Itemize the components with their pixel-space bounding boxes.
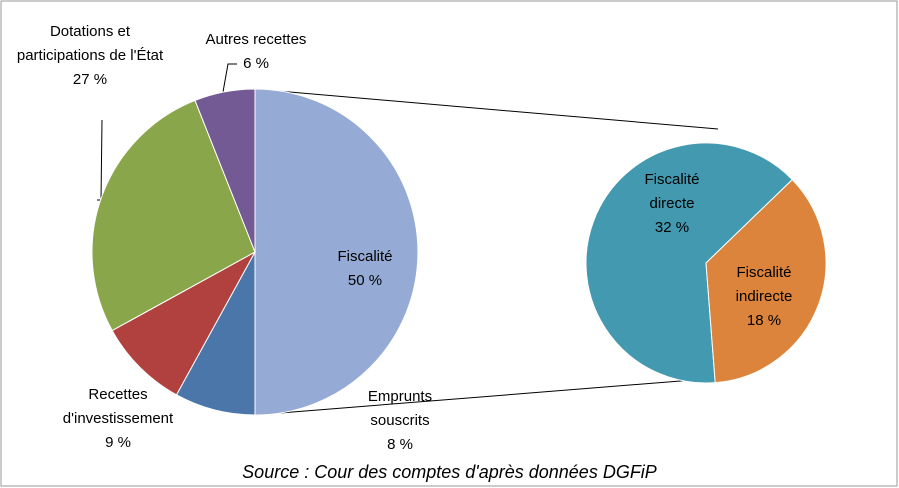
connector	[254, 88, 719, 130]
leader-line	[97, 119, 103, 201]
slice-name: Fiscalité	[337, 248, 393, 265]
slice-value: 6 %	[243, 55, 269, 72]
slice-name: Fiscalité indirecte	[735, 264, 793, 305]
leader-line	[222, 63, 237, 93]
slice-label: Emprunts souscrits 8 %	[350, 385, 450, 457]
pie-slice	[705, 178, 827, 384]
pie-slice	[194, 88, 256, 253]
pie-slice	[254, 88, 419, 416]
source-note: Source : Cour des comptes d'après donnée…	[242, 462, 657, 482]
pie-slice	[91, 99, 256, 332]
slice-label: Autres recettes 6 %	[181, 28, 331, 76]
slice-name: Dotations et participations de l'État	[16, 23, 164, 64]
slice-label: Fiscalité 50 %	[325, 245, 405, 293]
slice-name: Fiscalité directe	[644, 171, 700, 212]
slice-value: 50 %	[347, 272, 383, 289]
slice-value: 8 %	[387, 436, 413, 453]
pie-slice	[111, 250, 257, 396]
slice-name: Recettes d'investissement	[62, 386, 174, 427]
slice-label: Recettes d'investissement 9 %	[48, 383, 188, 455]
slice-label: Dotations et participations de l'État 27 …	[15, 20, 165, 92]
slice-value: 32 %	[654, 219, 690, 236]
slice-value: 9 %	[105, 434, 131, 451]
slice-label: Fiscalité directe 32 %	[627, 168, 717, 240]
slice-label: Fiscalité indirecte 18 %	[719, 261, 809, 333]
slice-name: Emprunts souscrits	[367, 388, 433, 429]
pie-slice	[585, 142, 794, 384]
slice-name: Autres recettes	[205, 31, 307, 48]
slice-value: 27 %	[72, 71, 108, 88]
connector	[254, 377, 719, 416]
slice-value: 18 %	[746, 312, 782, 329]
